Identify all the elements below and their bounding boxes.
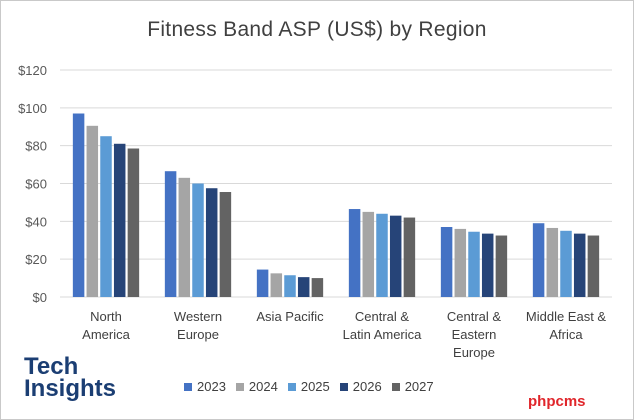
bar (72, 113, 85, 297)
bar (192, 183, 204, 297)
bar (270, 273, 283, 297)
bar (297, 277, 310, 297)
bar (376, 213, 388, 297)
watermark: phpcms (528, 393, 586, 410)
y-tick-label: $100 (18, 101, 47, 116)
logo-line-1: Tech (24, 353, 79, 380)
bar (362, 211, 375, 297)
x-tick-label: Central & (355, 309, 410, 324)
chart-legend: 2023 2024 2025 2026 2027 (184, 379, 434, 394)
legend-swatch (391, 382, 400, 391)
bar (481, 233, 494, 297)
bar (440, 227, 453, 297)
legend-item: 2027 (391, 379, 434, 394)
logo-line-2: Insights (24, 375, 117, 402)
y-tick-label: $60 (25, 177, 47, 192)
legend-swatch (184, 382, 192, 391)
legend-label: 2026 (352, 379, 382, 394)
x-tick-label: Africa (549, 327, 583, 342)
bar (573, 233, 586, 297)
legend-swatch (235, 382, 244, 391)
bar (127, 148, 140, 297)
x-tick-label: North (90, 309, 122, 324)
bar (178, 177, 191, 297)
chart-title: Fitness Band ASP (US$) by Region (147, 18, 487, 41)
x-tick-label: Eastern (452, 327, 497, 342)
bar (256, 269, 269, 297)
x-tick-label: Europe (177, 327, 219, 342)
legend-label: 2023 (197, 379, 226, 394)
bar (560, 230, 572, 297)
bar (219, 192, 232, 297)
legend-swatch (287, 382, 296, 391)
legend-label: 2027 (404, 379, 434, 394)
legend-label: 2024 (248, 379, 278, 394)
bar (532, 223, 545, 297)
x-tick-label: America (82, 327, 130, 342)
bar (468, 231, 480, 297)
bar (100, 136, 112, 297)
bar (403, 217, 416, 297)
y-tick-label: $80 (25, 139, 47, 154)
bar (113, 143, 126, 297)
legend-item: 2024 (235, 379, 278, 394)
bar (389, 215, 402, 297)
y-tick-label: $20 (25, 252, 47, 267)
bar (311, 278, 324, 297)
legend-item: 2026 (339, 379, 382, 394)
bar (164, 171, 177, 297)
legend-label: 2025 (300, 379, 330, 394)
bar (348, 209, 361, 297)
x-tick-label: Western (174, 309, 222, 324)
legend-swatch (339, 382, 348, 391)
bar (284, 275, 296, 297)
bar (205, 188, 218, 297)
x-tick-label: Central & (447, 309, 502, 324)
bar (495, 235, 508, 297)
y-tick-label: $120 (18, 63, 47, 78)
techinsights-logo: Tech Insights (24, 353, 117, 402)
bar (86, 125, 99, 297)
bar (546, 227, 559, 297)
legend-item: 2025 (287, 379, 330, 394)
x-tick-label: Europe (453, 345, 495, 360)
legend-item: 2023 (184, 379, 226, 394)
x-tick-label: Asia Pacific (256, 309, 324, 324)
bar (454, 228, 467, 297)
y-tick-label: $0 (33, 290, 47, 305)
bar (587, 235, 600, 297)
x-tick-label: Middle East & (526, 309, 607, 324)
x-tick-label: Latin America (343, 327, 423, 342)
y-tick-label: $40 (25, 214, 47, 229)
